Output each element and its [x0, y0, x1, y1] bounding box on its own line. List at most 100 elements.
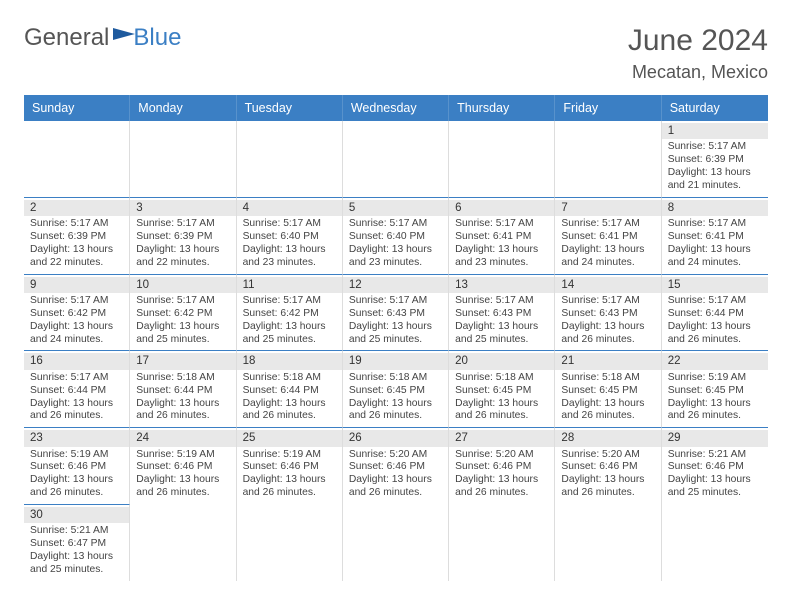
- sunset-line: Sunset: 6:44 PM: [243, 385, 336, 398]
- day-info: Sunrise: 5:20 AMSunset: 6:46 PMDaylight:…: [349, 449, 442, 500]
- page-subtitle: Mecatan, Mexico: [628, 62, 768, 83]
- sunset-line: Sunset: 6:46 PM: [136, 461, 229, 474]
- calendar-cell: 3Sunrise: 5:17 AMSunset: 6:39 PMDaylight…: [130, 197, 236, 274]
- title-block: June 2024 Mecatan, Mexico: [628, 24, 768, 83]
- sunset-line: Sunset: 6:41 PM: [668, 231, 762, 244]
- calendar-cell: 25Sunrise: 5:19 AMSunset: 6:46 PMDayligh…: [237, 427, 343, 504]
- sunset-line: Sunset: 6:46 PM: [455, 461, 548, 474]
- calendar-cell: 5Sunrise: 5:17 AMSunset: 6:40 PMDaylight…: [343, 197, 449, 274]
- sunset-line: Sunset: 6:39 PM: [30, 231, 123, 244]
- sunset-line: Sunset: 6:40 PM: [349, 231, 442, 244]
- daylight-line: Daylight: 13 hours and 26 minutes.: [243, 398, 336, 424]
- daylight-line: Daylight: 13 hours and 26 minutes.: [136, 474, 229, 500]
- daylight-line: Daylight: 13 hours and 26 minutes.: [136, 398, 229, 424]
- sunset-line: Sunset: 6:42 PM: [136, 308, 229, 321]
- calendar-cell: 14Sunrise: 5:17 AMSunset: 6:43 PMDayligh…: [555, 274, 661, 351]
- day-info: Sunrise: 5:17 AMSunset: 6:43 PMDaylight:…: [455, 295, 548, 346]
- sunrise-line: Sunrise: 5:17 AM: [136, 218, 229, 231]
- calendar-cell-empty: [343, 504, 449, 581]
- day-info: Sunrise: 5:17 AMSunset: 6:42 PMDaylight:…: [243, 295, 336, 346]
- day-number: 5: [343, 200, 448, 216]
- calendar-cell-empty: [343, 121, 449, 197]
- calendar-cell: 21Sunrise: 5:18 AMSunset: 6:45 PMDayligh…: [555, 350, 661, 427]
- calendar-cell: 2Sunrise: 5:17 AMSunset: 6:39 PMDaylight…: [24, 197, 130, 274]
- sunrise-line: Sunrise: 5:17 AM: [668, 141, 762, 154]
- day-number: 3: [130, 200, 235, 216]
- sunset-line: Sunset: 6:44 PM: [136, 385, 229, 398]
- sunset-line: Sunset: 6:41 PM: [455, 231, 548, 244]
- weekday-header: Friday: [555, 95, 661, 121]
- weekday-header: Saturday: [662, 95, 768, 121]
- sunrise-line: Sunrise: 5:20 AM: [455, 449, 548, 462]
- day-info: Sunrise: 5:17 AMSunset: 6:42 PMDaylight:…: [30, 295, 123, 346]
- day-number: 20: [449, 353, 554, 369]
- day-info: Sunrise: 5:20 AMSunset: 6:46 PMDaylight:…: [455, 449, 548, 500]
- day-info: Sunrise: 5:17 AMSunset: 6:41 PMDaylight:…: [668, 218, 762, 269]
- day-number: 4: [237, 200, 342, 216]
- calendar-cell: 24 Sunrise: 5:19 AMSunset: 6:46 PMDayligh…: [130, 427, 236, 504]
- weekday-header: Tuesday: [237, 95, 343, 121]
- calendar-cell: 7Sunrise: 5:17 AMSunset: 6:41 PMDaylight…: [555, 197, 661, 274]
- sunrise-line: Sunrise: 5:17 AM: [243, 218, 336, 231]
- sunrise-line: Sunrise: 5:17 AM: [668, 295, 762, 308]
- daylight-line: Daylight: 13 hours and 26 minutes.: [455, 398, 548, 424]
- sunrise-line: Sunrise: 5:19 AM: [668, 372, 762, 385]
- page-title: June 2024: [628, 24, 768, 58]
- sunset-line: Sunset: 6:46 PM: [243, 461, 336, 474]
- calendar-cell: 23Sunrise: 5:19 AMSunset: 6:46 PMDayligh…: [24, 427, 130, 504]
- day-number: 24: [130, 430, 235, 446]
- sunrise-line: Sunrise: 5:19 AM: [243, 449, 336, 462]
- day-number: 16: [24, 353, 129, 369]
- daylight-line: Daylight: 13 hours and 26 minutes.: [243, 474, 336, 500]
- weekday-header-row: Sunday Monday Tuesday Wednesday Thursday…: [24, 95, 768, 121]
- sunset-line: Sunset: 6:46 PM: [561, 461, 654, 474]
- daylight-line: Daylight: 13 hours and 24 minutes.: [30, 321, 123, 347]
- daylight-line: Daylight: 13 hours and 23 minutes.: [349, 244, 442, 270]
- calendar-cell: 28 Sunrise: 5:20 AMSunset: 6:46 PMDayligh…: [555, 427, 661, 504]
- day-info: Sunrise: 5:17 AMSunset: 6:44 PMDaylight:…: [668, 295, 762, 346]
- day-number: 1: [662, 123, 768, 139]
- day-number: 29: [662, 430, 768, 446]
- flag-icon: [113, 28, 135, 40]
- daylight-line: Daylight: 13 hours and 25 minutes.: [668, 474, 762, 500]
- sunset-line: Sunset: 6:47 PM: [30, 538, 123, 551]
- day-info: Sunrise: 5:18 AMSunset: 6:44 PMDaylight:…: [243, 372, 336, 423]
- calendar-cell: 17Sunrise: 5:18 AMSunset: 6:44 PMDayligh…: [130, 350, 236, 427]
- day-number: 13: [449, 277, 554, 293]
- daylight-line: Daylight: 13 hours and 26 minutes.: [349, 474, 442, 500]
- calendar-cell-empty: [555, 504, 661, 581]
- day-number: 9: [24, 277, 129, 293]
- calendar-cell-empty: [24, 121, 130, 197]
- day-number: 19: [343, 353, 448, 369]
- sunset-line: Sunset: 6:44 PM: [30, 385, 123, 398]
- sunrise-line: Sunrise: 5:19 AM: [136, 449, 229, 462]
- day-info: Sunrise: 5:19 AMSunset: 6:46 PMDaylight:…: [136, 449, 229, 500]
- sunrise-line: Sunrise: 5:17 AM: [561, 295, 654, 308]
- daylight-line: Daylight: 13 hours and 26 minutes.: [349, 398, 442, 424]
- sunset-line: Sunset: 6:41 PM: [561, 231, 654, 244]
- sunset-line: Sunset: 6:45 PM: [668, 385, 762, 398]
- weekday-header: Sunday: [24, 95, 130, 121]
- day-number: 28: [555, 430, 660, 446]
- day-number: 26: [343, 430, 448, 446]
- day-info: Sunrise: 5:19 AMSunset: 6:46 PMDaylight:…: [30, 449, 123, 500]
- day-info: Sunrise: 5:19 AMSunset: 6:45 PMDaylight:…: [668, 372, 762, 423]
- daylight-line: Daylight: 13 hours and 25 minutes.: [455, 321, 548, 347]
- daylight-line: Daylight: 13 hours and 26 minutes.: [30, 474, 123, 500]
- calendar-cell-empty: [555, 121, 661, 197]
- day-number: 10: [130, 277, 235, 293]
- calendar-cell: 16Sunrise: 5:17 AMSunset: 6:44 PMDayligh…: [24, 350, 130, 427]
- sunrise-line: Sunrise: 5:17 AM: [30, 295, 123, 308]
- logo-text-general: General: [24, 24, 109, 52]
- calendar-cell: 4Sunrise: 5:17 AMSunset: 6:40 PMDaylight…: [237, 197, 343, 274]
- page-header: General Blue June 2024 Mecatan, Mexico: [24, 24, 768, 83]
- sunrise-line: Sunrise: 5:17 AM: [136, 295, 229, 308]
- sunset-line: Sunset: 6:39 PM: [668, 154, 762, 167]
- day-info: Sunrise: 5:20 AMSunset: 6:46 PMDaylight:…: [561, 449, 654, 500]
- calendar-cell-empty: [237, 504, 343, 581]
- daylight-line: Daylight: 13 hours and 22 minutes.: [30, 244, 123, 270]
- day-number: 6: [449, 200, 554, 216]
- calendar-cell: 12Sunrise: 5:17 AMSunset: 6:43 PMDayligh…: [343, 274, 449, 351]
- day-number: 30: [24, 507, 129, 523]
- calendar-cell: 10Sunrise: 5:17 AMSunset: 6:42 PMDayligh…: [130, 274, 236, 351]
